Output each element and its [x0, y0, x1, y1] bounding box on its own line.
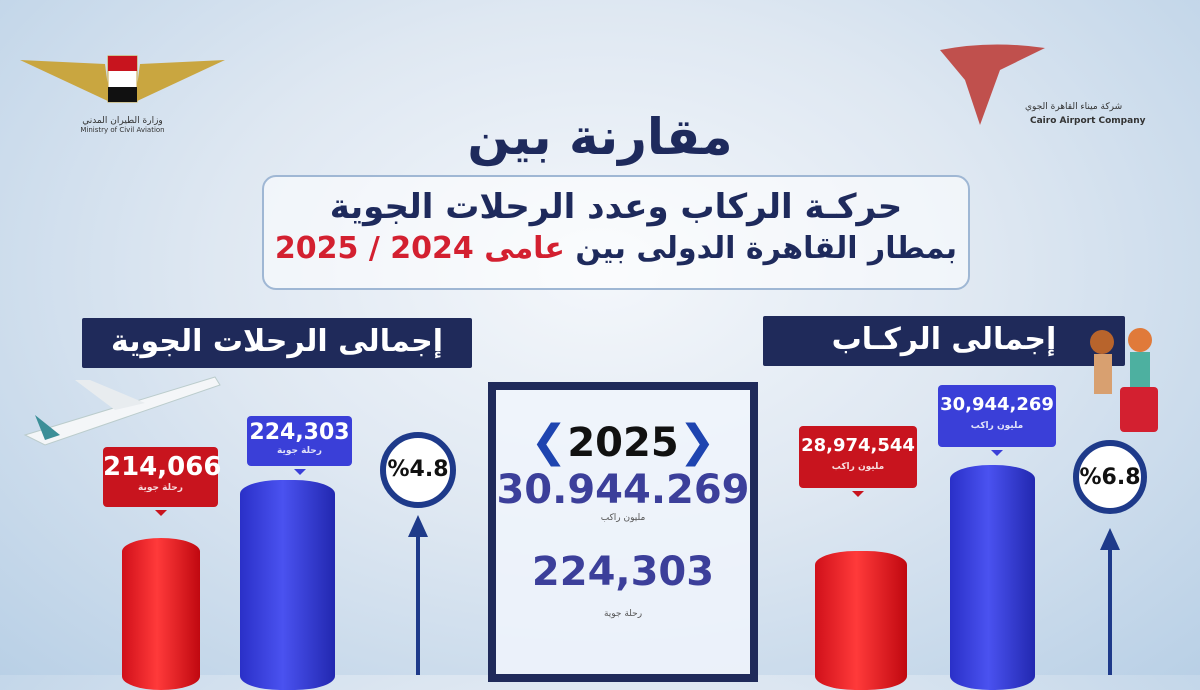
year-value: 2025: [567, 420, 679, 466]
airport-emblem-icon: [940, 44, 1045, 125]
arrow-shaft: [1108, 548, 1112, 675]
passengers-2025-label: 30,944,269 مليون راكب: [938, 385, 1056, 456]
bar-passengers-2024: [815, 550, 907, 690]
travelers-icon: [1090, 328, 1158, 432]
passengers-unit: مليون راكب: [831, 462, 885, 472]
bar-passengers-2025: [950, 465, 1035, 690]
ministry-name: وزارة الطيران المدني: [82, 116, 163, 126]
passengers-2024-label: 28,974,544 مليون راكب: [799, 426, 917, 497]
summary-passengers: 30.944.269: [496, 467, 750, 513]
arrow-up-icon: [1100, 528, 1120, 550]
summary-flights: 224,303: [531, 549, 715, 595]
page-title: مقارنة بين: [467, 108, 733, 166]
chevron-left-icon: ❮: [530, 416, 568, 467]
flights-2025-label: 224,303 رحلة جوية: [247, 416, 352, 475]
passengers-2024-value: 28,974,544: [801, 435, 915, 456]
cairo-airport-logo: شركة ميناء القاهرة الجوي Cairo Airport C…: [930, 40, 1170, 130]
company-name: شركة ميناء القاهرة الجوي: [1025, 102, 1123, 112]
flights-unit: رحلة جوية: [277, 446, 322, 456]
flights-2024-value: 214,066: [103, 452, 222, 482]
company-name-en: Cairo Airport Company: [1030, 116, 1146, 126]
ministry-name-en: Ministry of Civil Aviation: [80, 126, 165, 134]
subtitle-prefix: بمطار القاهرة الدولى بين: [575, 231, 958, 266]
flights-growth-badge: %4.8: [380, 432, 456, 508]
bar-flights-2025: [240, 480, 335, 690]
arrow-shaft: [416, 535, 420, 675]
passengers-unit: مليون راكب: [970, 421, 1024, 431]
passengers-2025-value: 30,944,269: [940, 394, 1054, 415]
arrow-up-icon: [408, 515, 428, 537]
flights-2025-value: 224,303: [249, 420, 350, 445]
wings-emblem-icon: [20, 55, 225, 103]
chevron-right-icon: ❯: [678, 416, 716, 467]
flights-banner: إجمالى الرحلات الجوية: [82, 318, 472, 368]
airplane-icon: [23, 376, 221, 446]
subtitle-line1: حركـة الركاب وعدد الرحلات الجوية: [329, 187, 903, 227]
flights-2024-label: 214,066 رحلة جوية: [103, 447, 222, 516]
passengers-banner: إجمالى الركـاب: [763, 316, 1125, 366]
passengers-growth-badge: %6.8: [1073, 440, 1147, 514]
subtitle-years: عامى 2024 / 2025: [274, 231, 565, 266]
subtitle-box: حركـة الركاب وعدد الرحلات الجوية بمطار ا…: [262, 175, 970, 290]
bar-flights-2024: [122, 537, 200, 690]
year-2025-summary: ❮2025❯ 30.944.269 مليون راكب 224,303 رحل…: [488, 382, 758, 682]
summary-flights-unit: رحلة جوية: [603, 609, 643, 619]
flights-unit: رحلة جوية: [138, 483, 183, 493]
year-heading: ❮2025❯: [496, 416, 750, 467]
summary-passengers-unit: مليون راكب: [600, 513, 646, 523]
ministry-logo: وزارة الطيران المدني Ministry of Civil A…: [15, 42, 230, 147]
subtitle-line2: بمطار القاهرة الدولى بين عامى 2024 / 202…: [264, 231, 968, 266]
